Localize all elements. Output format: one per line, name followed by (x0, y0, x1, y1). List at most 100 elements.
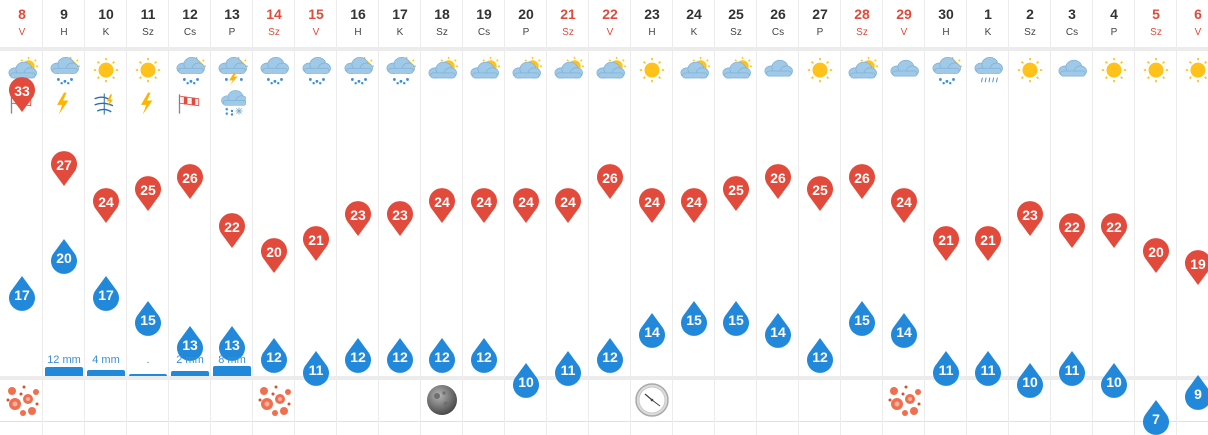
min-temp-drop: 12 (469, 337, 499, 373)
min-temp-drop: 9 (1183, 374, 1208, 410)
day-column[interactable]: 3 Cs 22 11 (1051, 0, 1093, 435)
snow-rain-icon (218, 90, 248, 118)
min-temp-drop: 15 (679, 300, 709, 336)
day-column[interactable]: 9 H 27 20 12 mm (43, 0, 85, 435)
day-column[interactable]: 10 K 24 17 4 mm (85, 0, 127, 435)
max-temp-value: 21 (980, 232, 996, 248)
max-temp-pin: 24 (889, 188, 919, 224)
max-temp-value: 33 (14, 83, 30, 99)
min-temp-value: 12 (266, 349, 282, 365)
min-temp-drop: 15 (133, 300, 163, 336)
day-column[interactable]: 27 P 25 12 (799, 0, 841, 435)
max-temp-value: 27 (56, 157, 72, 173)
rain-bar (129, 374, 167, 376)
day-column[interactable]: 20 P 24 10 (505, 0, 547, 435)
rain-amount-label: 12 mm (47, 354, 81, 366)
day-date: 30 (938, 6, 954, 22)
day-column[interactable]: 24 K 24 15 (673, 0, 715, 435)
min-temp-value: 12 (392, 349, 408, 365)
day-date: 19 (476, 6, 492, 22)
day-weekday: V (312, 27, 320, 38)
min-temp-drop: 11 (973, 350, 1003, 386)
day-weekday: Sz (436, 27, 448, 38)
day-date: 10 (98, 6, 114, 22)
min-temp-drop: 17 (91, 275, 121, 311)
day-date: 4 (1110, 6, 1118, 22)
day-weekday: Sz (856, 27, 868, 38)
min-temp-value: 10 (1022, 374, 1038, 390)
day-column[interactable]: 11 Sz 25 15. (127, 0, 169, 435)
day-column[interactable]: 4 P 22 10 (1093, 0, 1135, 435)
day-column[interactable]: 25 Sz 25 15 (715, 0, 757, 435)
max-temp-value: 24 (560, 194, 576, 210)
day-column[interactable]: 21 Sz 24 11 (547, 0, 589, 435)
min-temp-value: 15 (854, 312, 870, 328)
day-column[interactable]: 26 Cs 26 14 (757, 0, 799, 435)
day-date: 1 (984, 6, 992, 22)
rain-amount-label: 8 mm (218, 354, 246, 366)
sun-icon (88, 56, 124, 86)
min-temp-value: 15 (728, 312, 744, 328)
day-column[interactable]: 22 V 26 12 (589, 0, 631, 435)
max-temp-pin: 25 (721, 176, 751, 212)
min-temp-drop: 20 (49, 238, 79, 274)
max-temp-value: 22 (1064, 219, 1080, 235)
day-column[interactable]: 30 H 21 11 (925, 0, 967, 435)
min-temp-value: 12 (812, 349, 828, 365)
day-weekday: V (606, 27, 614, 38)
sun-icon (1180, 56, 1208, 86)
cloud-icon (886, 56, 922, 86)
max-temp-value: 24 (98, 194, 114, 210)
day-column[interactable]: 8 V 33 17 (1, 0, 43, 435)
day-column[interactable]: 1 K 21 11 (967, 0, 1009, 435)
day-column[interactable]: 23 H 24 14 (631, 0, 673, 435)
day-column[interactable]: 19 Cs 24 12 (463, 0, 505, 435)
day-column[interactable]: 15 V 21 11 (295, 0, 337, 435)
max-temp-value: 22 (1106, 219, 1122, 235)
day-weekday: H (354, 27, 362, 38)
day-weekday: V (900, 27, 908, 38)
day-column[interactable]: 18 Sz 24 12 (421, 0, 463, 435)
max-temp-value: 24 (518, 194, 534, 210)
min-temp-drop: 12 (427, 337, 457, 373)
day-date: 11 (140, 6, 156, 22)
max-temp-value: 19 (1190, 256, 1206, 272)
min-temp-value: 10 (1106, 374, 1122, 390)
min-temp-drop: 12 (385, 337, 415, 373)
day-date: 26 (770, 6, 786, 22)
rain-cloud-sun-icon (172, 56, 208, 86)
rain-amount-label: 4 mm (92, 354, 120, 366)
day-date: 21 (560, 6, 576, 22)
max-temp-value: 25 (728, 182, 744, 198)
day-column[interactable]: 13 P 22 13 8 mm (211, 0, 253, 435)
min-temp-drop: 11 (931, 350, 961, 386)
min-temp-value: 17 (14, 287, 30, 303)
day-date: 13 (224, 6, 240, 22)
day-column[interactable]: 2 Sz 23 10 (1009, 0, 1051, 435)
day-column[interactable]: 28 Sz 26 15 (841, 0, 883, 435)
day-column[interactable]: 29 V 24 14 (883, 0, 925, 435)
day-column[interactable]: 12 Cs 26 13 2 mm (169, 0, 211, 435)
day-column[interactable]: 5 Sz 20 7 (1135, 0, 1177, 435)
day-weekday: Sz (268, 27, 280, 38)
day-date: 8 (18, 6, 26, 22)
min-temp-drop: 15 (847, 300, 877, 336)
day-column[interactable]: 16 H 23 12 (337, 0, 379, 435)
day-column[interactable]: 17 K 23 12 (379, 0, 421, 435)
max-temp-value: 25 (140, 182, 156, 198)
min-temp-drop: 11 (1057, 350, 1087, 386)
max-temp-pin: 24 (91, 188, 121, 224)
day-weekday: H (648, 27, 656, 38)
max-temp-pin: 25 (805, 176, 835, 212)
min-temp-value: 11 (938, 362, 954, 378)
partly-cloudy-sun-icon (718, 56, 754, 86)
max-temp-pin: 24 (469, 188, 499, 224)
day-column[interactable]: 6 V 19 9 (1177, 0, 1208, 435)
max-temp-value: 26 (854, 170, 870, 186)
day-column[interactable]: 14 Sz 20 12 (253, 0, 295, 435)
min-temp-drop: 15 (721, 300, 751, 336)
max-temp-value: 25 (812, 182, 828, 198)
max-temp-pin: 24 (511, 188, 541, 224)
rain-cloud-sun-icon (46, 56, 82, 86)
min-temp-value: 14 (644, 324, 660, 340)
